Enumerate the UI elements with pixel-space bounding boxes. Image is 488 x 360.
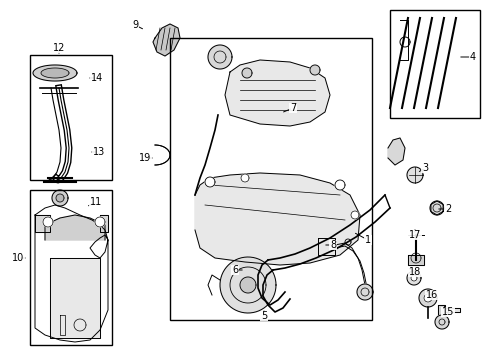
Polygon shape [309, 65, 319, 75]
Text: 6: 6 [231, 265, 238, 275]
Polygon shape [407, 255, 423, 265]
Text: 11: 11 [90, 197, 102, 207]
Bar [389, 10, 479, 118]
Text: 16: 16 [425, 290, 437, 300]
Polygon shape [406, 167, 422, 183]
Polygon shape [350, 211, 358, 219]
Text: 7: 7 [289, 103, 296, 113]
Bar [30, 55, 112, 180]
Text: 3: 3 [421, 163, 427, 173]
Polygon shape [35, 215, 50, 232]
Polygon shape [41, 68, 69, 78]
Polygon shape [437, 305, 444, 315]
Text: 17: 17 [408, 230, 420, 240]
Polygon shape [43, 217, 53, 227]
Text: 5: 5 [260, 311, 266, 321]
Polygon shape [50, 258, 100, 338]
Text: 18: 18 [408, 267, 420, 277]
Polygon shape [387, 138, 404, 165]
Text: 9: 9 [132, 20, 138, 30]
Bar [170, 38, 371, 320]
Polygon shape [45, 215, 105, 240]
Text: 13: 13 [93, 147, 105, 157]
Polygon shape [410, 275, 416, 281]
Polygon shape [33, 65, 77, 81]
Polygon shape [406, 271, 420, 285]
Polygon shape [153, 24, 180, 56]
Polygon shape [220, 257, 275, 313]
Polygon shape [240, 277, 256, 293]
Polygon shape [334, 180, 345, 190]
Text: 4: 4 [469, 52, 475, 62]
Polygon shape [224, 60, 329, 126]
Polygon shape [241, 174, 248, 182]
Text: 19: 19 [139, 153, 151, 163]
Text: 8: 8 [329, 240, 335, 250]
Text: 2: 2 [444, 204, 450, 214]
Polygon shape [195, 173, 359, 265]
Text: 12: 12 [53, 43, 65, 53]
Polygon shape [434, 315, 448, 329]
Polygon shape [56, 194, 64, 202]
Polygon shape [429, 201, 443, 215]
Polygon shape [100, 215, 108, 232]
Text: 1: 1 [364, 235, 370, 245]
Polygon shape [356, 284, 372, 300]
Text: 15: 15 [441, 307, 453, 317]
Polygon shape [207, 45, 231, 69]
Polygon shape [204, 177, 215, 187]
Polygon shape [242, 68, 251, 78]
Bar [30, 190, 112, 345]
Polygon shape [444, 308, 459, 312]
Polygon shape [52, 190, 68, 206]
Text: 10: 10 [12, 253, 24, 263]
Polygon shape [95, 217, 105, 227]
Polygon shape [423, 294, 431, 302]
Text: 14: 14 [91, 73, 103, 83]
Polygon shape [317, 238, 334, 255]
Polygon shape [418, 289, 436, 307]
